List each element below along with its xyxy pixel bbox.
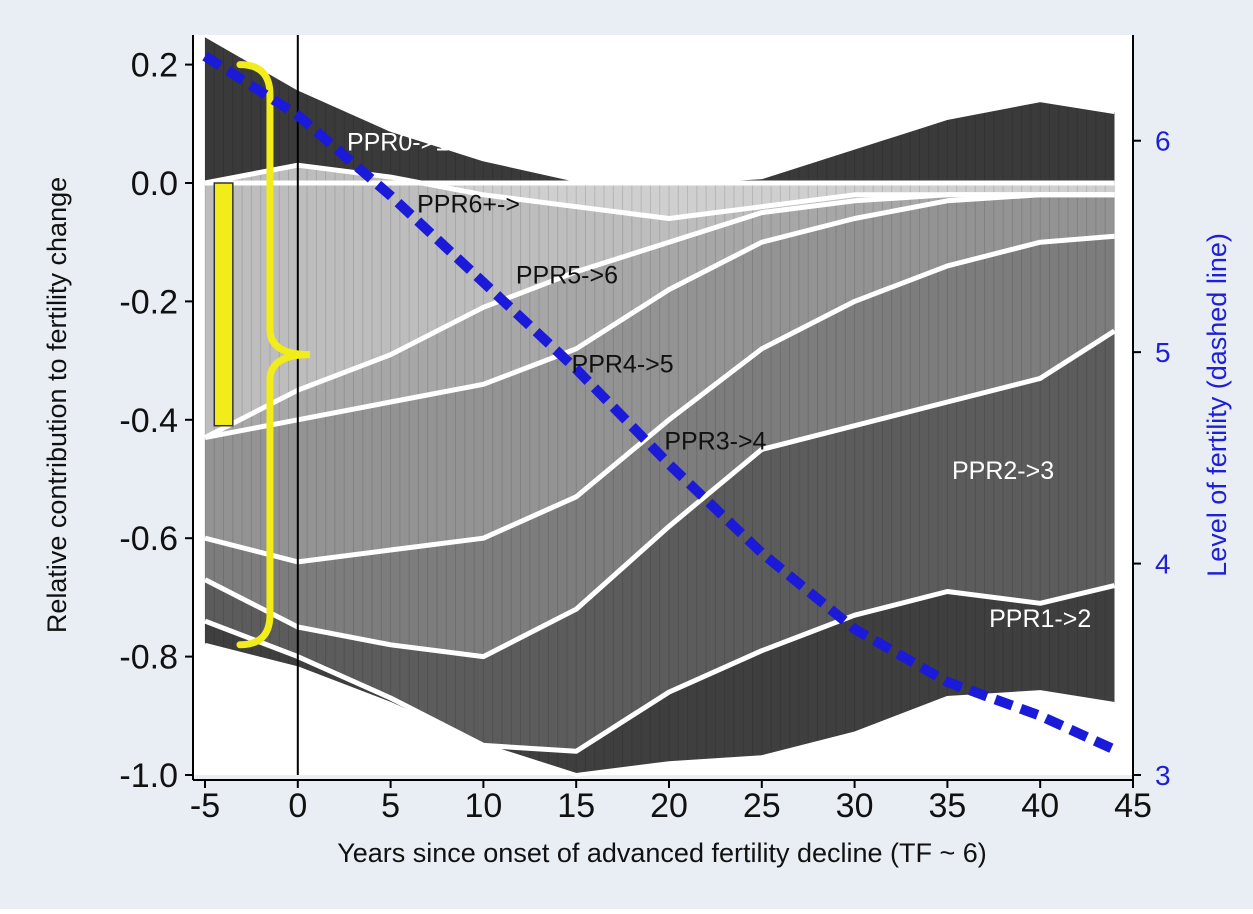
x-tick-label: 5 xyxy=(381,787,400,825)
band-boundary-line xyxy=(203,328,1116,660)
y2-tick-label: 4 xyxy=(1155,549,1171,580)
x-tick-label: 20 xyxy=(650,787,688,825)
band-boundary-line xyxy=(204,583,1115,754)
band-ppr4-5-area xyxy=(205,194,1115,438)
x-tick-label: 15 xyxy=(557,787,595,825)
series-label-ppr5-6: PPR5->6 xyxy=(516,262,618,290)
x-tick-label: 10 xyxy=(464,787,502,825)
y-tick-label: -0.6 xyxy=(119,520,178,558)
yellow-brace xyxy=(236,61,311,649)
y-tick-label: 0.0 xyxy=(131,165,178,203)
y2-tick-label: 3 xyxy=(1155,760,1171,791)
y-tick-label: 0.2 xyxy=(131,47,178,85)
x-tick-label: -5 xyxy=(190,787,220,825)
y-tick-label: -1.0 xyxy=(119,757,178,795)
band-ppr0-1-area xyxy=(205,35,1115,183)
series-label-ppr6-: PPR6+-> xyxy=(417,191,520,219)
axes-layer: -5 0 5 10 15 20 25 30 35 40 450.20.0-0.2-0.4-0.6-0… xyxy=(119,35,1171,825)
y2-axis-label: Level of fertility (dashed line) xyxy=(1202,233,1232,577)
stripe-layer xyxy=(204,35,1115,775)
y-tick-label: -0.4 xyxy=(119,402,178,440)
band-boundary-line xyxy=(203,192,1115,440)
band-residual-area xyxy=(205,585,1115,775)
y-axis-label: Relative contribution to fertility chang… xyxy=(42,177,72,633)
series-label-ppr3-4: PPR3->4 xyxy=(664,427,766,455)
yellow-highlight-rect xyxy=(213,182,234,427)
band-boundary-line xyxy=(204,233,1115,565)
y-tick-label: -0.8 xyxy=(119,639,178,677)
series-label-layer: PPR0->1 PPR6+-> PPR5->6 PPR4->5 PPR3->4 PPR2-… xyxy=(347,128,1091,633)
series-label-ppr4-5: PPR4->5 xyxy=(572,350,674,378)
band-ppr5-6-area xyxy=(205,165,1115,438)
band-ppr6--area xyxy=(205,165,1115,219)
x-tick-label: 25 xyxy=(743,787,781,825)
fertility-level-dashed-line xyxy=(202,51,1117,755)
x-tick-label: 35 xyxy=(928,787,966,825)
series-label-ppr1-2: PPR1->2 xyxy=(989,605,1091,633)
x-tick-label: 30 xyxy=(836,787,874,825)
y2-tick-label: 5 xyxy=(1155,337,1171,368)
dashed-line-layer xyxy=(202,51,1117,755)
x-axis-label: Years since onset of advanced fertility … xyxy=(337,838,987,868)
series-label-ppr2-3: PPR2->3 xyxy=(952,457,1054,485)
area-layer xyxy=(205,35,1115,775)
series-label-ppr0-1: PPR0->1 xyxy=(347,128,449,156)
y2-tick-label: 6 xyxy=(1155,126,1171,157)
x-tick-label: 40 xyxy=(1021,787,1059,825)
band-ppr1-2-area xyxy=(205,331,1115,752)
x-tick-label: 0 xyxy=(288,787,307,825)
x-tick-label: 45 xyxy=(1114,787,1152,825)
yellow-annotations xyxy=(213,61,311,649)
band-ppr2-3-area xyxy=(205,236,1115,657)
top-boundary-line xyxy=(204,33,1115,186)
y-tick-label: -0.2 xyxy=(119,283,178,321)
band-boundary-line xyxy=(204,192,1115,441)
